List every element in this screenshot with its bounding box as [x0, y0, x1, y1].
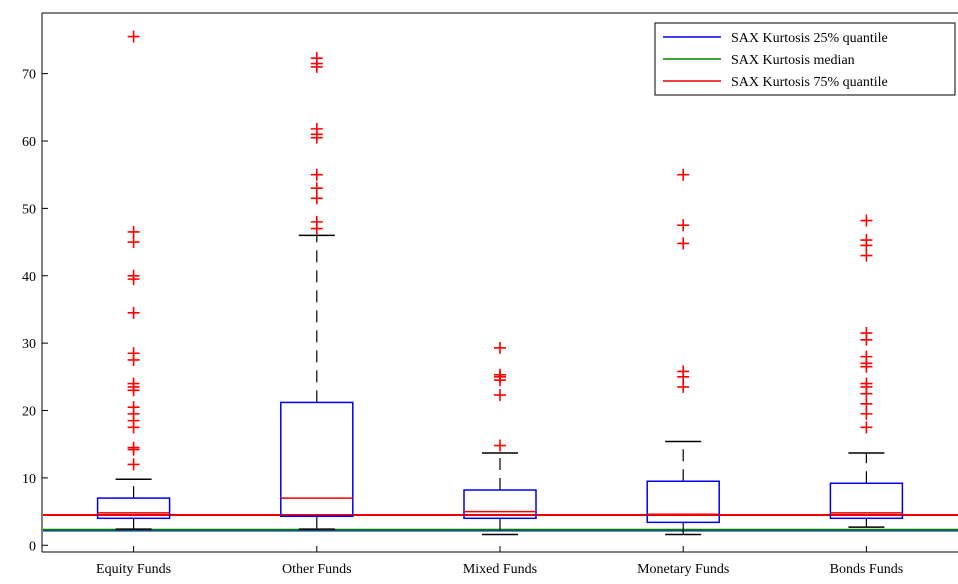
outlier-marker [310, 122, 323, 135]
outlier-marker [860, 234, 873, 247]
y-tick-label: 60 [22, 135, 36, 150]
y-tick-label: 0 [29, 539, 36, 554]
outlier-marker [860, 249, 873, 262]
x-tick-label: Monetary Funds [637, 562, 729, 577]
y-tick-label: 20 [22, 405, 36, 420]
outlier-marker [127, 236, 140, 249]
outlier-marker [127, 401, 140, 414]
outlier-marker [677, 237, 690, 250]
outlier-marker [860, 214, 873, 227]
y-tick-label: 40 [22, 270, 36, 285]
outlier-marker [127, 306, 140, 319]
legend-label: SAX Kurtosis 75% quantile [731, 75, 888, 90]
outlier-marker [127, 458, 140, 471]
outlier-marker [860, 407, 873, 420]
outlier-marker [494, 341, 506, 354]
outlier-marker [310, 168, 323, 181]
y-tick-label: 70 [22, 68, 36, 83]
outlier-marker [310, 192, 323, 205]
box-iqr [829, 482, 904, 520]
outlier-marker [494, 368, 506, 381]
box-iqr [96, 497, 171, 520]
outlier-marker [494, 439, 506, 452]
outlier-marker [494, 389, 506, 402]
outlier-marker [127, 377, 140, 390]
outlier-marker [127, 30, 140, 43]
y-tick-label: 30 [22, 337, 36, 352]
outlier-marker [860, 350, 873, 363]
y-tick-label: 10 [22, 472, 36, 487]
box-iqr [646, 480, 720, 524]
outlier-marker [677, 365, 690, 378]
legend-label: SAX Kurtosis 25% quantile [731, 31, 888, 46]
outlier-marker [127, 269, 140, 282]
x-tick-label: Equity Funds [96, 562, 171, 577]
outlier-marker [310, 215, 323, 228]
x-tick-label: Bonds Funds [830, 562, 904, 577]
y-tick-label: 50 [22, 202, 36, 217]
outlier-marker [860, 327, 873, 340]
legend-label: SAX Kurtosis median [731, 53, 855, 68]
outlier-marker [677, 168, 690, 181]
outlier-marker [677, 380, 690, 393]
outlier-marker [860, 397, 873, 410]
outlier-marker [860, 377, 873, 390]
outlier-marker [127, 225, 140, 238]
outlier-marker [127, 347, 140, 360]
x-tick-label: Mixed Funds [463, 562, 537, 577]
outlier-marker [860, 421, 873, 434]
outlier-marker [310, 52, 323, 65]
outlier-marker [127, 443, 140, 456]
box-iqr [280, 401, 354, 518]
x-tick-label: Other Funds [282, 562, 352, 577]
outlier-marker [677, 219, 690, 232]
box-iqr [463, 489, 537, 520]
outlier-marker [310, 182, 323, 195]
